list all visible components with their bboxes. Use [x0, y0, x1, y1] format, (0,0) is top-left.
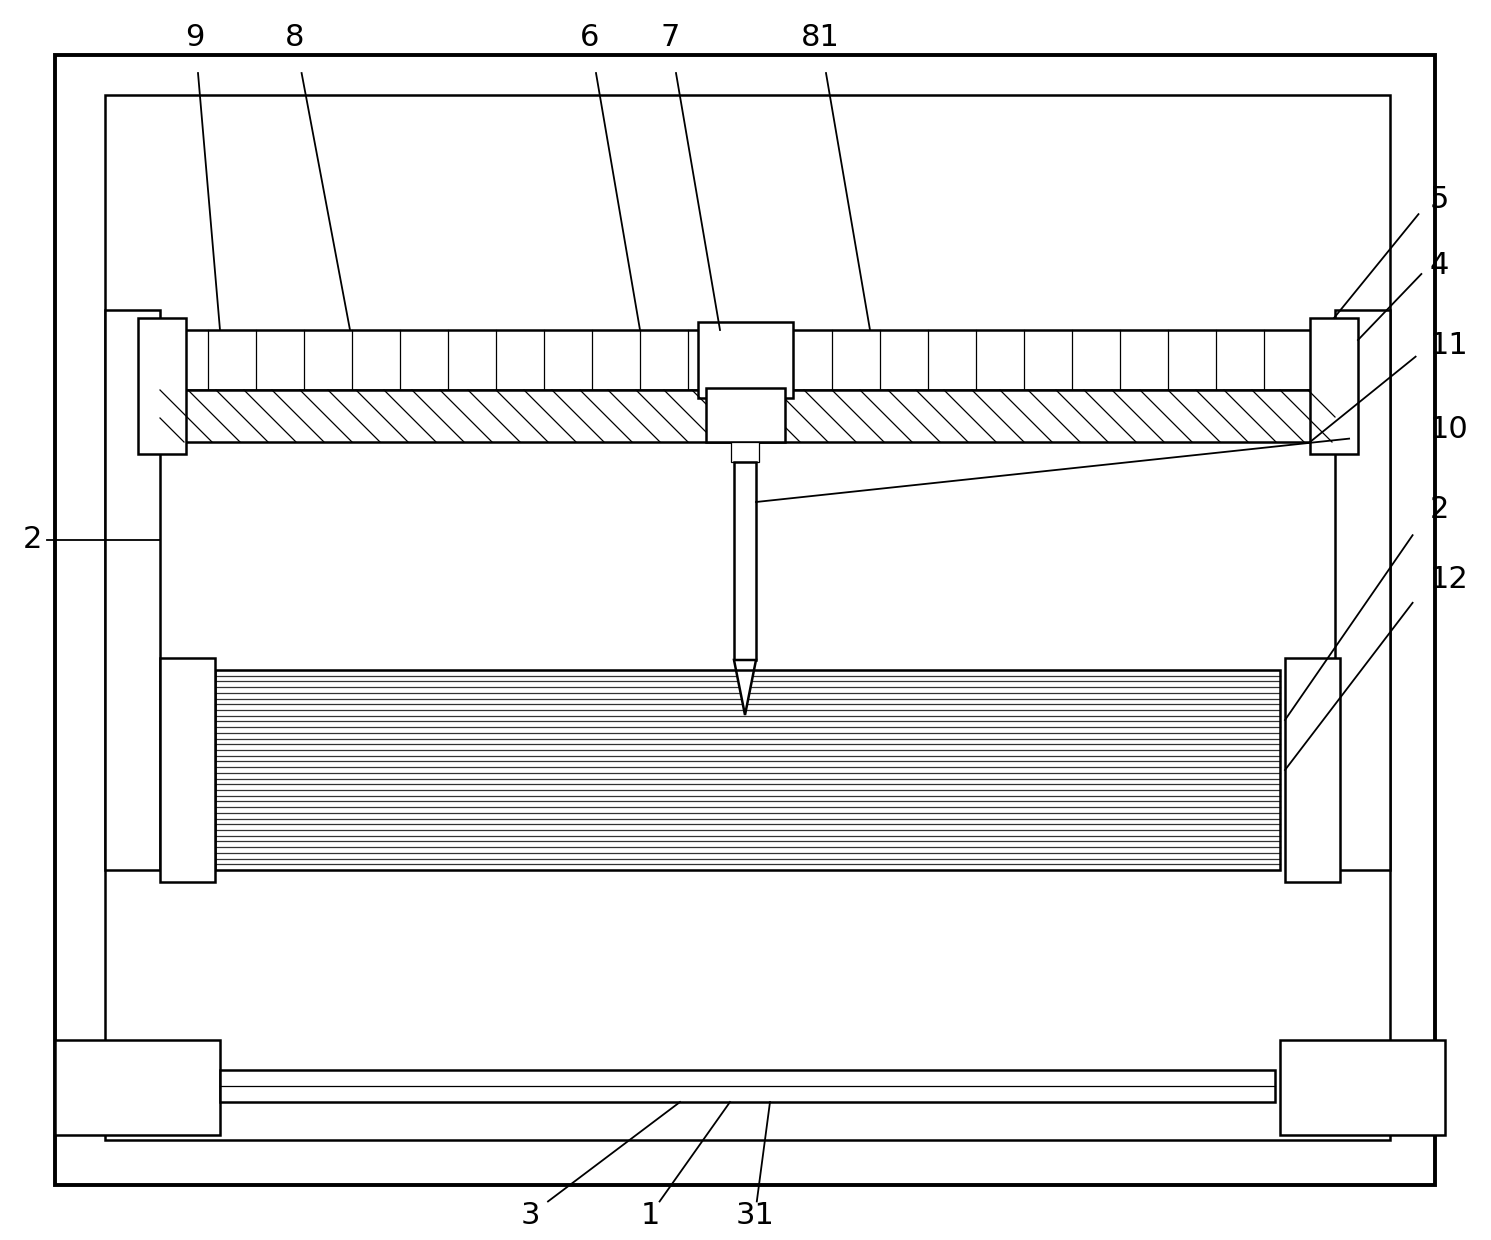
Bar	[215, 670, 1279, 870]
Bar	[1285, 658, 1340, 882]
Text: 2: 2	[1430, 496, 1449, 525]
Bar	[698, 322, 793, 398]
Text: 11: 11	[1430, 331, 1469, 360]
Bar	[1334, 310, 1390, 870]
Text: 81: 81	[801, 24, 839, 52]
Text: 1: 1	[640, 1200, 659, 1230]
Text: 31: 31	[735, 1200, 774, 1230]
Text: 7: 7	[661, 24, 680, 52]
Text: 3: 3	[520, 1200, 540, 1230]
Bar	[221, 1070, 1275, 1102]
Text: 9: 9	[185, 24, 204, 52]
Text: 12: 12	[1430, 565, 1469, 594]
Text: 5: 5	[1430, 186, 1449, 215]
Polygon shape	[734, 660, 756, 715]
Text: 4: 4	[1430, 250, 1449, 279]
Bar	[55, 1040, 221, 1135]
Text: 8: 8	[285, 24, 304, 52]
Bar	[731, 441, 759, 463]
Bar	[160, 658, 215, 882]
Bar	[104, 95, 1390, 1140]
Bar	[160, 391, 1334, 441]
Bar	[1311, 317, 1358, 454]
Text: 10: 10	[1430, 415, 1469, 444]
Bar	[139, 317, 186, 454]
Bar	[104, 310, 160, 870]
Bar	[707, 388, 784, 441]
Bar	[734, 463, 756, 660]
Bar	[160, 330, 1334, 391]
Text: 6: 6	[580, 24, 599, 52]
Text: 2: 2	[22, 526, 42, 554]
Bar	[1279, 1040, 1445, 1135]
